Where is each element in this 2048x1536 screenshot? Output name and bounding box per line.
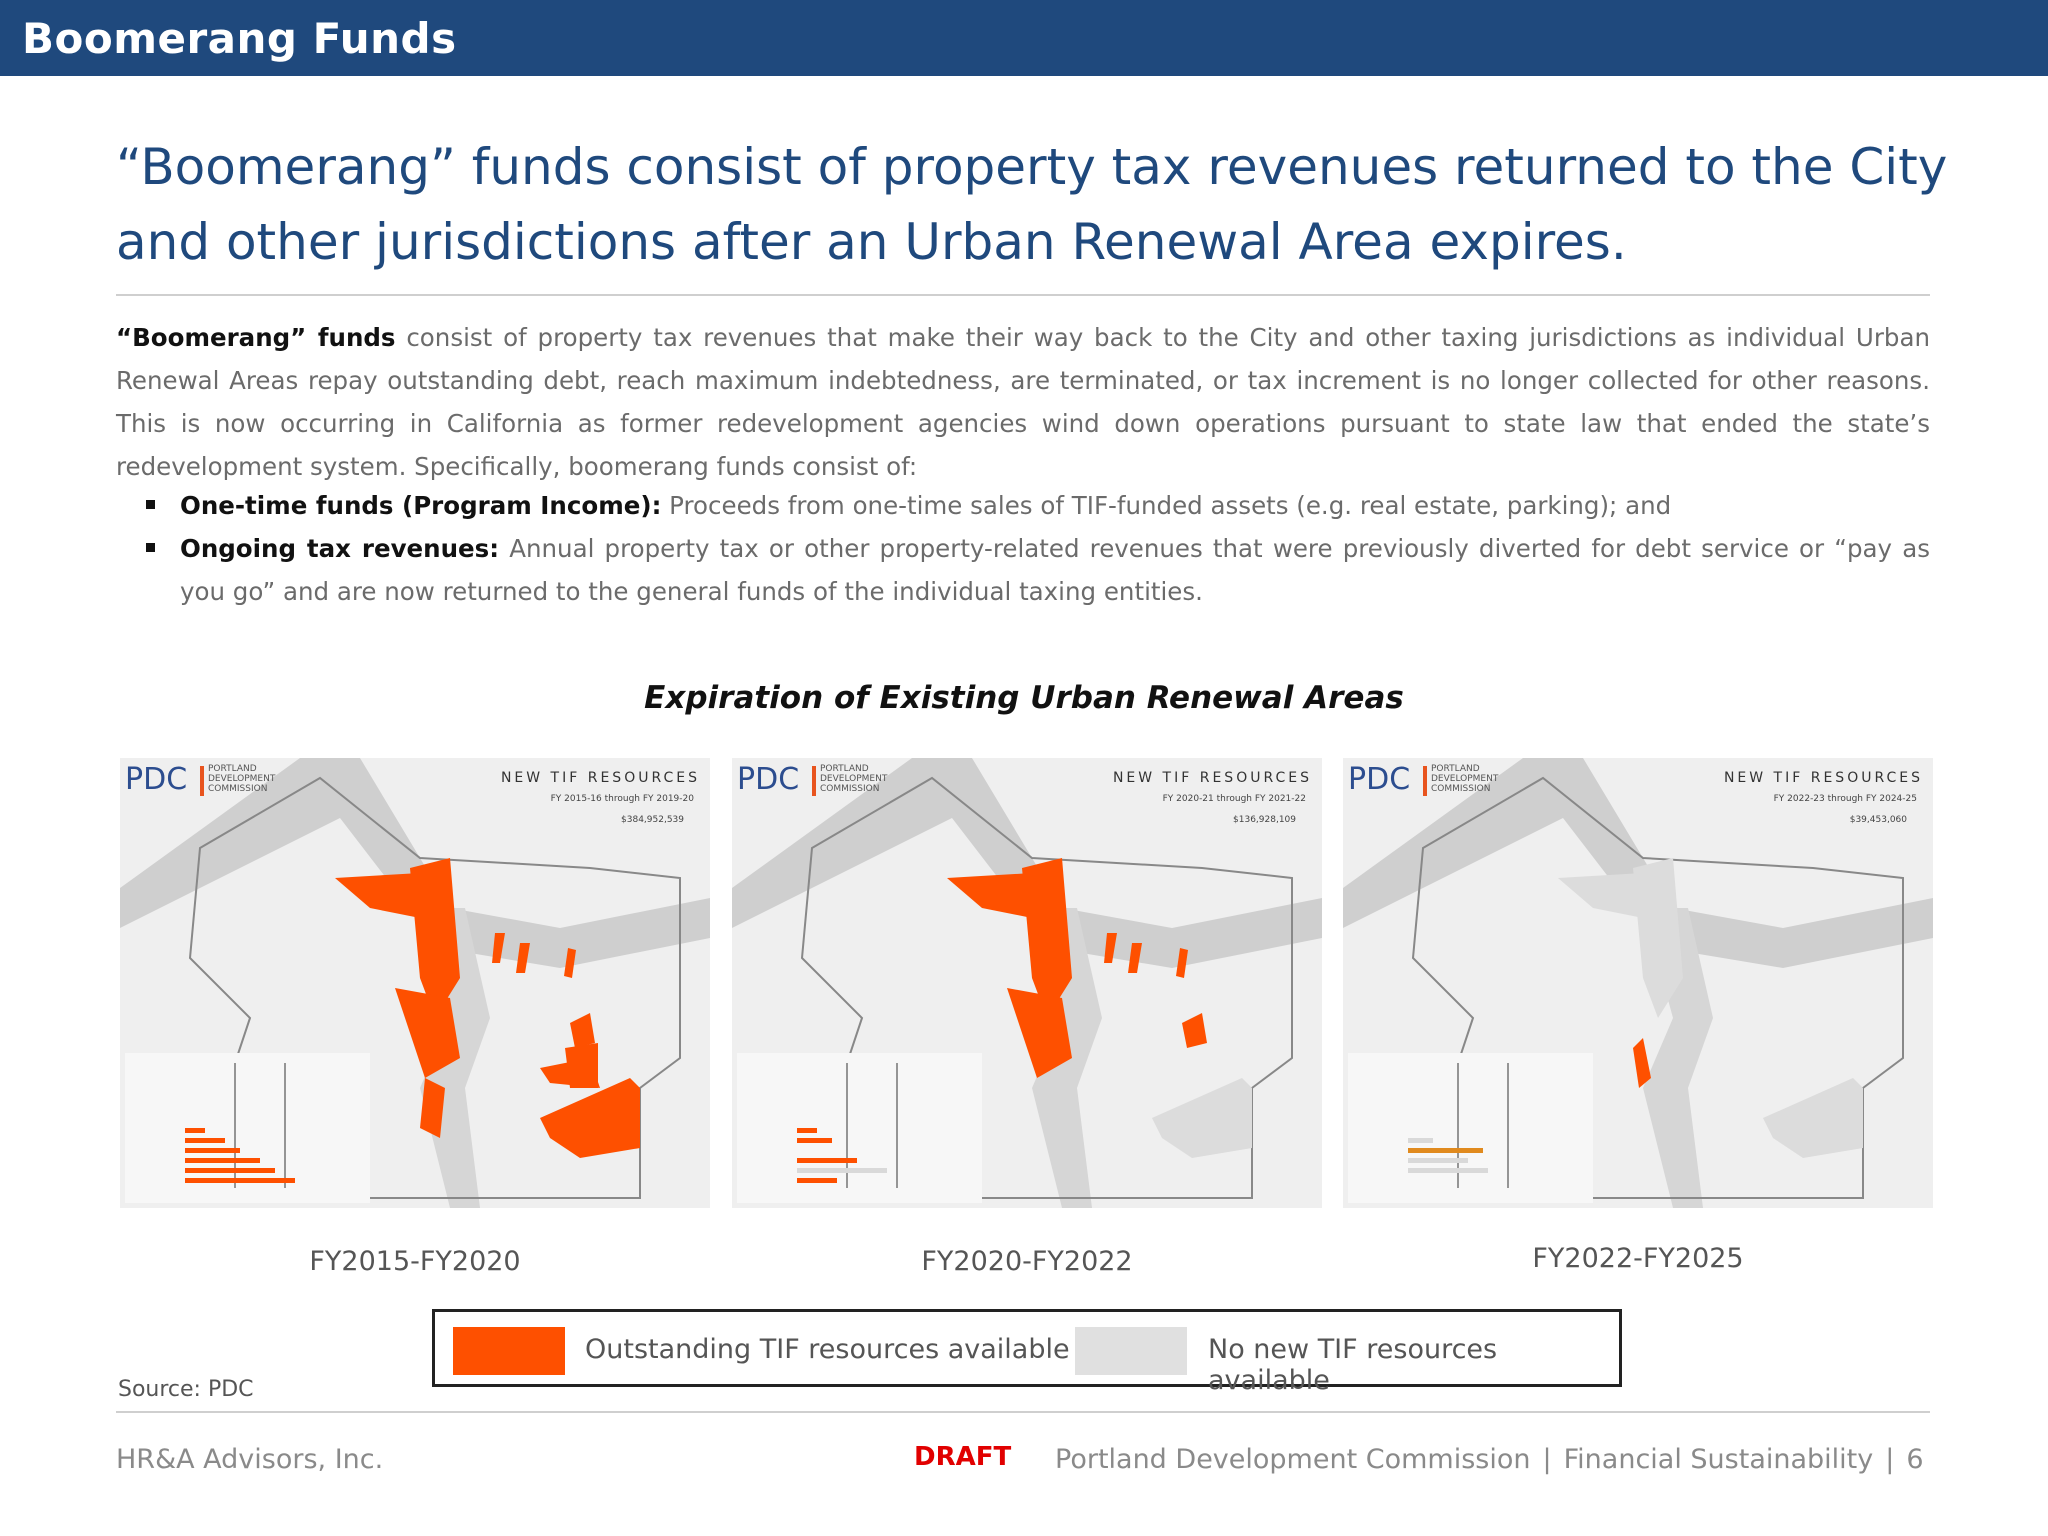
map-total: $136,928,109 xyxy=(1233,815,1296,825)
bullet-colon: : xyxy=(489,534,500,563)
divider-bottom xyxy=(116,1411,1930,1413)
map-fy2015-fy2020: PDC PORTLAND DEVELOPMENT COMMISSION NEW … xyxy=(120,758,710,1208)
headline-line-1: “Boomerang” funds consist of property ta… xyxy=(116,138,1948,196)
pdc-logo-subtext: PORTLAND DEVELOPMENT COMMISSION xyxy=(820,764,887,794)
footer-org: Portland Development Commission xyxy=(1055,1444,1531,1475)
source-note: Source: PDC xyxy=(118,1377,254,1402)
map-subtitle: FY 2022-23 through FY 2024-25 xyxy=(1773,794,1917,804)
footer-separator: | xyxy=(1885,1444,1895,1475)
map-fy2020-fy2022: PDC PORTLAND DEVELOPMENT COMMISSION NEW … xyxy=(732,758,1322,1208)
bullet-item-one-time: One-time funds (Program Income): Proceed… xyxy=(116,484,1930,527)
header-bar: Boomerang Funds xyxy=(0,0,2048,76)
map-title: NEW TIF RESOURCES xyxy=(1723,770,1923,786)
pdc-logo-bar-icon xyxy=(200,766,204,796)
pdc-logo: PDC xyxy=(125,762,188,797)
legend-swatch-none xyxy=(1075,1327,1187,1375)
bullet-square-icon xyxy=(146,500,155,509)
pdc-logo: PDC xyxy=(1348,762,1411,797)
bullet-item-ongoing: Ongoing tax revenues: Annual property ta… xyxy=(116,527,1930,613)
map-legend: Outstanding TIF resources available No n… xyxy=(432,1309,1622,1396)
map-fy2022-fy2025: PDC PORTLAND DEVELOPMENT COMMISSION NEW … xyxy=(1343,758,1933,1208)
footer-right: Portland Development Commission | Financia… xyxy=(1049,1444,1930,1475)
period-label: FY2020-FY2022 xyxy=(921,1246,1133,1277)
divider-top xyxy=(116,294,1930,296)
map-graphic xyxy=(1343,758,1933,1208)
footer-topic: Financial Sustainability xyxy=(1563,1444,1874,1475)
legend-swatch-available xyxy=(453,1327,565,1375)
bullet-bold: One-time funds (Program Income) xyxy=(180,491,652,520)
logo-sub-line: DEVELOPMENT xyxy=(1431,774,1499,784)
pdc-logo-bar-icon xyxy=(1423,766,1427,796)
logo-sub-line: PORTLAND xyxy=(820,764,869,774)
period-label: FY2022-FY2025 xyxy=(1532,1243,1744,1274)
pdc-logo-subtext: PORTLAND DEVELOPMENT COMMISSION xyxy=(1431,764,1498,794)
map-total: $384,952,539 xyxy=(621,815,684,825)
slide-title: Boomerang Funds xyxy=(22,14,457,63)
logo-sub-line: DEVELOPMENT xyxy=(208,774,276,784)
bullet-square-icon xyxy=(146,543,155,552)
map-subtitle: FY 2020-21 through FY 2021-22 xyxy=(1162,794,1306,804)
map-graphic xyxy=(732,758,1322,1208)
pdc-logo-bar-icon xyxy=(812,766,816,796)
body-lead-bold: “Boomerang” funds xyxy=(116,323,396,352)
logo-sub-line: COMMISSION xyxy=(820,784,880,794)
period-label: FY2015-FY2020 xyxy=(309,1246,521,1277)
pdc-logo: PDC xyxy=(737,762,800,797)
headline: “Boomerang” funds consist of property ta… xyxy=(116,130,1956,280)
bullet-bold: Ongoing tax revenues xyxy=(180,534,490,563)
footer-draft-stamp: DRAFT xyxy=(914,1442,1012,1472)
bullet-text: Proceeds from one-time sales of TIF-fund… xyxy=(661,491,1672,520)
bullet-colon: : xyxy=(651,491,662,520)
map-title: NEW TIF RESOURCES xyxy=(1112,770,1312,786)
logo-sub-line: DEVELOPMENT xyxy=(820,774,888,784)
map-total: $39,453,060 xyxy=(1849,815,1907,825)
logo-sub-line: COMMISSION xyxy=(1431,784,1491,794)
body-lead-text: consist of property tax revenues that ma… xyxy=(116,323,1930,481)
bullet-text: Annual property tax or other property-re… xyxy=(180,534,1930,606)
headline-line-2: and other jurisdictions after an Urban R… xyxy=(116,213,1627,271)
logo-sub-line: PORTLAND xyxy=(208,764,257,774)
body-paragraph: “Boomerang” funds consist of property ta… xyxy=(116,316,1930,488)
map-graphic xyxy=(120,758,710,1208)
maps-title: Expiration of Existing Urban Renewal Are… xyxy=(644,680,1404,716)
map-subtitle: FY 2015-16 through FY 2019-20 xyxy=(550,794,694,804)
legend-label-none: No new TIF resources available xyxy=(1208,1334,1498,1396)
map-title: NEW TIF RESOURCES xyxy=(500,770,700,786)
bullet-list: One-time funds (Program Income): Proceed… xyxy=(116,484,1930,613)
logo-sub-line: COMMISSION xyxy=(208,784,268,794)
logo-sub-line: PORTLAND xyxy=(1431,764,1480,774)
footer-firm: HR&A Advisors, Inc. xyxy=(116,1444,384,1475)
legend-label-available: Outstanding TIF resources available xyxy=(585,1334,1070,1365)
pdc-logo-subtext: PORTLAND DEVELOPMENT COMMISSION xyxy=(208,764,275,794)
page-number: 6 xyxy=(1906,1444,1924,1475)
footer-separator: | xyxy=(1542,1444,1552,1475)
